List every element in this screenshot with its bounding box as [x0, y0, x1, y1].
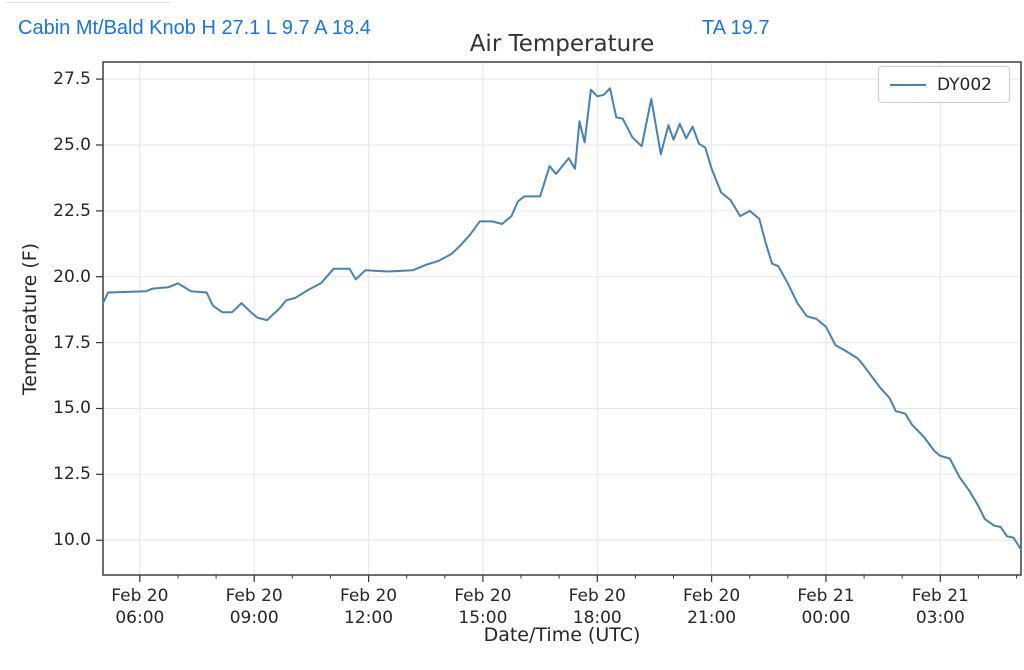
y-tick-label: 10.0	[53, 530, 91, 551]
y-tick-label: 27.5	[53, 69, 91, 90]
series-line-DY002	[102, 87, 1022, 551]
x-tick-label: Feb 21 03:00	[911, 586, 969, 628]
x-tick-label: Feb 20 09:00	[225, 586, 283, 628]
x-tick-label: Feb 20 21:00	[683, 586, 741, 628]
legend-line-swatch	[890, 83, 926, 86]
x-tick-label: Feb 20 15:00	[454, 586, 512, 628]
y-tick-label: 17.5	[53, 332, 91, 353]
x-tick-label: Feb 20 18:00	[568, 586, 626, 628]
y-tick-label: 20.0	[53, 266, 91, 287]
chart-title: Air Temperature	[469, 31, 655, 57]
plot-border	[102, 61, 1022, 576]
x-tick-label: Feb 20 06:00	[111, 586, 169, 628]
window-edge-line	[6, 2, 171, 3]
x-tick-label: Feb 20 12:00	[339, 586, 398, 628]
y-tick-label: 15.0	[53, 398, 91, 419]
x-axis-label: Date/Time (UTC)	[483, 624, 641, 646]
y-tick-label: 12.5	[53, 464, 91, 485]
station-summary-text: Cabin Mt/Bald Knob H 27.1 L 9.7 A 18.4	[18, 17, 371, 39]
legend-series-label: DY002	[937, 74, 992, 95]
x-tick-label: Feb 21 00:00	[797, 586, 855, 628]
y-tick-label: 25.0	[53, 134, 91, 155]
legend: DY002	[878, 66, 1010, 103]
y-tick-label: 22.5	[53, 200, 91, 221]
ta-current-value: TA 19.7	[702, 17, 770, 39]
